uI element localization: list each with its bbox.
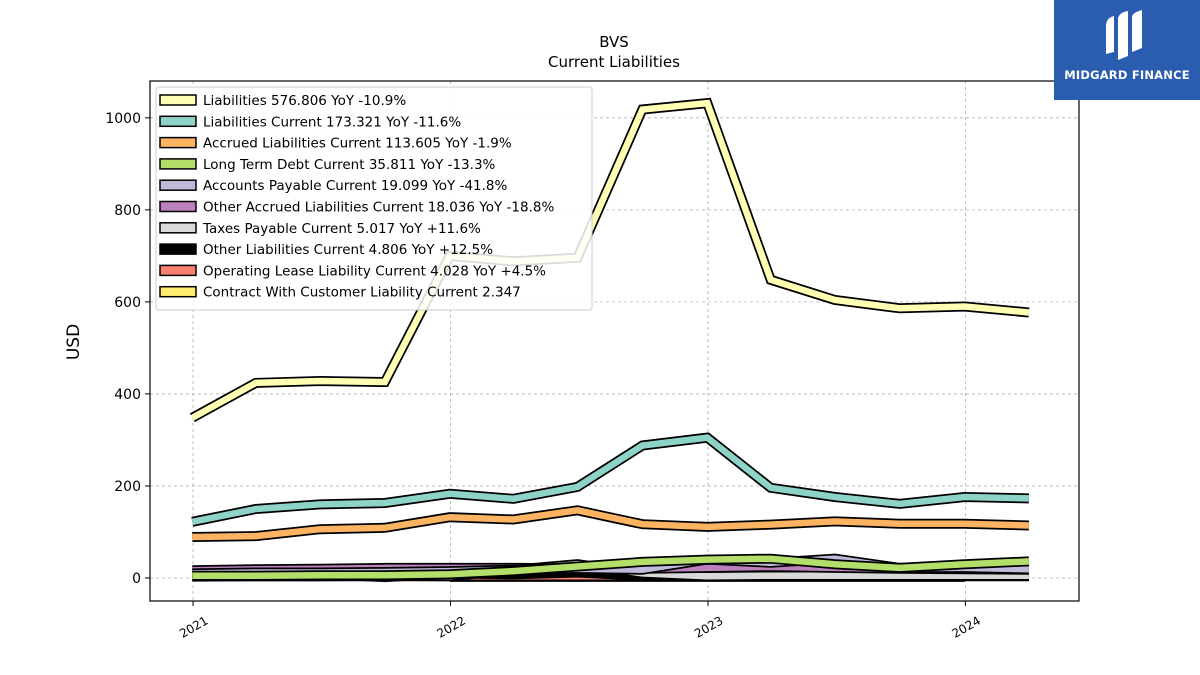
legend-label: Long Term Debt Current 35.811 YoY -13.3% <box>203 157 496 173</box>
x-tick-label: 2023 <box>692 613 725 640</box>
series-outline <box>191 432 1030 527</box>
legend-label: Accrued Liabilities Current 113.605 YoY … <box>203 136 512 152</box>
legend-box <box>155 86 593 311</box>
y-tick-label: 400 <box>114 387 141 403</box>
series-long-term-debt-current <box>192 553 1030 581</box>
plot-frame <box>149 80 1080 602</box>
series-line <box>192 507 1029 541</box>
series-line <box>191 434 1029 525</box>
legend-label: Operating Lease Liability Current 4.028 … <box>203 263 546 279</box>
legend-entry: Taxes Payable Current 5.017 YoY +11.6% <box>159 221 481 237</box>
brand-logo: MIDGARD FINANCE <box>1054 0 1200 100</box>
legend-entry: Accounts Payable Current 19.099 YoY -41.… <box>159 178 508 194</box>
y-tick-label: 600 <box>114 295 141 311</box>
legend-label: Accounts Payable Current 19.099 YoY -41.… <box>203 178 508 194</box>
series-accrued-liabilities-current <box>192 505 1030 542</box>
series-liabilities-current <box>191 432 1030 527</box>
y-tick-label: 1000 <box>105 111 141 127</box>
series-line <box>192 555 1030 579</box>
legend-label: Taxes Payable Current 5.017 YoY +11.6% <box>202 221 481 237</box>
legend-swatch <box>159 285 197 298</box>
legend-label: Contract With Customer Liability Current… <box>203 285 521 301</box>
y-tick-label: 200 <box>114 479 141 495</box>
legend-entry: Other Accrued Liabilities Current 18.036… <box>159 200 554 216</box>
chart-title: BVS <box>599 33 629 51</box>
legend-entry: Other Liabilities Current 4.806 YoY +12.… <box>159 242 493 258</box>
legend-entry: Liabilities 576.806 YoY -10.9% <box>159 93 406 109</box>
brand-name: MIDGARD FINANCE <box>1064 68 1190 82</box>
legend-label: Liabilities Current 173.321 YoY -11.6% <box>203 114 461 130</box>
x-tick-label: 2024 <box>949 613 982 640</box>
series-layer <box>189 97 1030 583</box>
legend-entry: Accrued Liabilities Current 113.605 YoY … <box>159 136 512 152</box>
legend-entry: Liabilities Current 173.321 YoY -11.6% <box>159 114 461 130</box>
legend-swatch <box>159 222 197 234</box>
legend-swatch <box>159 179 197 191</box>
legend-swatch <box>159 136 197 149</box>
y-tick-label: 0 <box>132 571 141 587</box>
x-tick-label: 2022 <box>435 613 468 640</box>
series-liabilities <box>189 97 1030 423</box>
legend-entry: Operating Lease Liability Current 4.028 … <box>159 263 546 279</box>
chart-subtitle: Current Liabilities <box>548 53 680 71</box>
legend: Liabilities 576.806 YoY -10.9% Liabilitie… <box>155 86 593 311</box>
legend-swatch <box>159 115 197 128</box>
legend-label: Other Liabilities Current 4.806 YoY +12.… <box>203 242 493 258</box>
midgard-logo-icon <box>1106 10 1142 60</box>
series-line <box>190 99 1030 421</box>
legend-swatch <box>159 158 197 170</box>
legend-label: Other Accrued Liabilities Current 18.036… <box>203 200 554 216</box>
y-tick-label: 800 <box>114 203 141 219</box>
legend-swatch <box>159 264 197 277</box>
legend-swatch <box>159 243 197 255</box>
y-axis-label: USD <box>64 324 84 360</box>
x-tick-label: 2021 <box>177 613 210 640</box>
legend-swatch <box>159 200 197 213</box>
legend-entry: Contract With Customer Liability Current… <box>159 285 521 301</box>
legend-entry: Long Term Debt Current 35.811 YoY -13.3% <box>159 157 496 173</box>
legend-swatch <box>159 94 197 106</box>
legend-label: Liabilities 576.806 YoY -10.9% <box>203 93 406 109</box>
